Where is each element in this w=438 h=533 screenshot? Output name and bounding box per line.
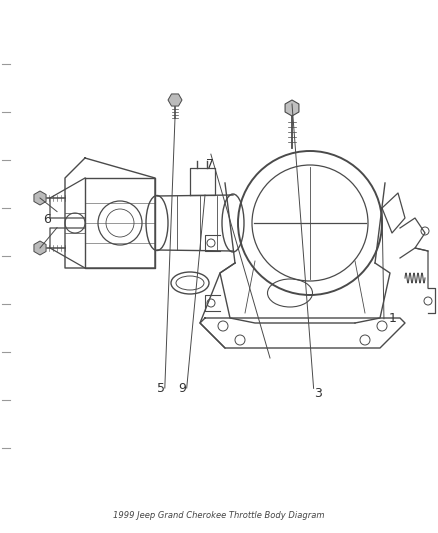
Text: 1999 Jeep Grand Cherokee Throttle Body Diagram: 1999 Jeep Grand Cherokee Throttle Body D… <box>113 511 325 520</box>
Text: 7: 7 <box>206 158 214 171</box>
Text: 9: 9 <box>179 382 187 394</box>
Text: 6: 6 <box>43 213 51 226</box>
Text: 3: 3 <box>314 387 321 400</box>
Text: 5: 5 <box>157 382 165 394</box>
Text: 1: 1 <box>389 312 397 325</box>
